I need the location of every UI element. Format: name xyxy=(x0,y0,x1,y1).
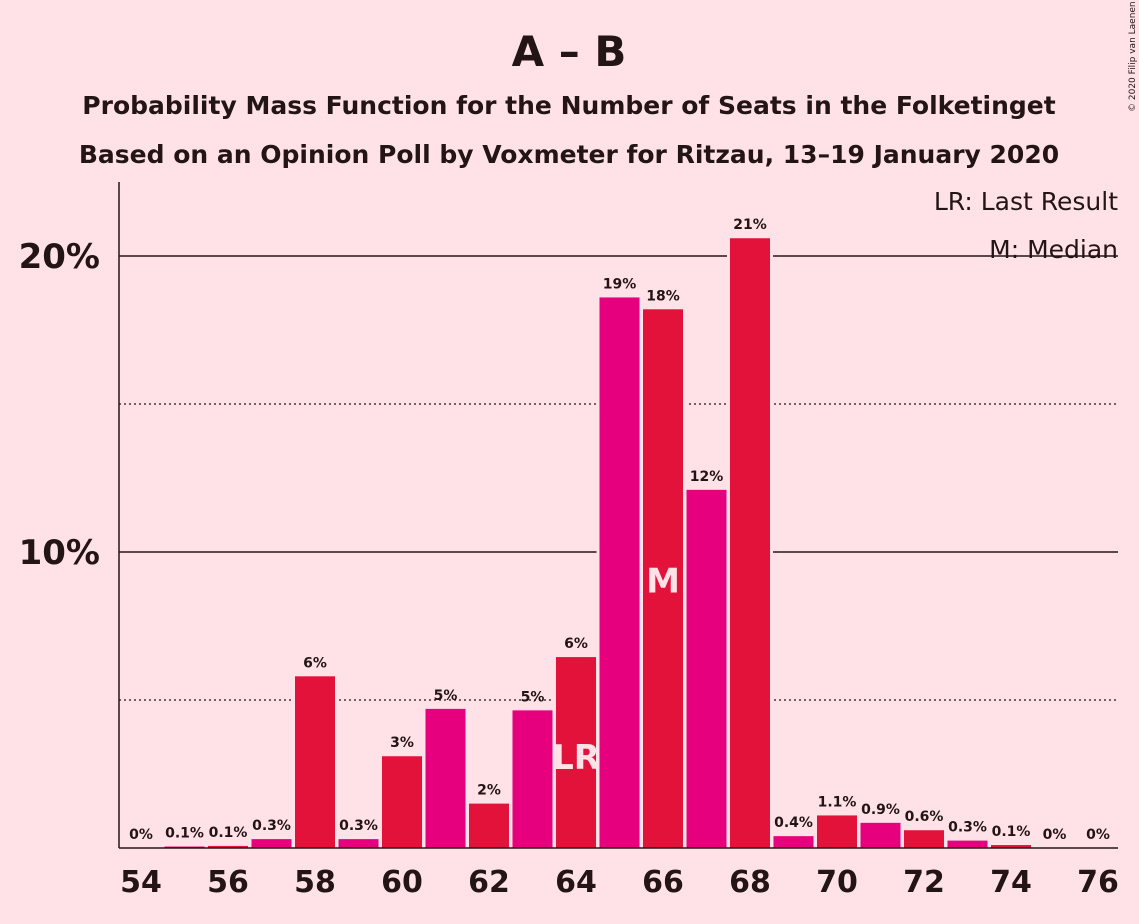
value-label-72: 0.6% xyxy=(905,809,944,825)
x-tick-label-74: 74 xyxy=(990,865,1032,900)
x-tick-label-62: 62 xyxy=(468,865,510,900)
bar-67 xyxy=(686,489,727,848)
value-label-57: 0.3% xyxy=(252,818,291,834)
x-tick-label-66: 66 xyxy=(642,865,684,900)
bar-halo-74 xyxy=(988,842,1034,848)
x-tick-label-70: 70 xyxy=(816,865,858,900)
bar-59 xyxy=(338,839,379,848)
x-tick-label-68: 68 xyxy=(729,865,771,900)
value-label-62: 2% xyxy=(477,783,501,799)
x-tick-label-72: 72 xyxy=(903,865,945,900)
marker-m: M xyxy=(646,561,680,601)
x-tick-label-54: 54 xyxy=(120,865,162,900)
x-tick-label-76: 76 xyxy=(1077,865,1119,900)
value-label-56: 0.1% xyxy=(209,825,248,841)
marker-lr: LR xyxy=(552,738,600,778)
legend-last-result: LR: Last Result xyxy=(934,187,1118,216)
bar-56 xyxy=(208,845,248,848)
bars xyxy=(161,235,1034,849)
value-label-74: 0.1% xyxy=(992,824,1031,840)
value-label-54: 0% xyxy=(129,827,153,843)
chart-subtitle-1: Probability Mass Function for the Number… xyxy=(82,91,1055,120)
value-label-59: 0.3% xyxy=(339,818,378,834)
value-label-71: 0.9% xyxy=(861,802,900,818)
value-label-63: 5% xyxy=(521,689,545,705)
value-label-61: 5% xyxy=(434,688,458,704)
bar-64 xyxy=(556,657,596,848)
bar-71 xyxy=(860,822,901,848)
x-tick-label-64: 64 xyxy=(555,865,597,900)
value-labels: 0% 0.1% 0.1% 0.3%6%0.3%3%5%2%5%6%19%18%12%2… xyxy=(129,217,1110,843)
value-label-58: 6% xyxy=(303,655,327,671)
value-label-75: 0% xyxy=(1043,827,1067,843)
value-label-60: 3% xyxy=(390,735,414,751)
bar-57 xyxy=(251,839,292,848)
bar-63 xyxy=(512,710,553,848)
y-tick-label-20: 20% xyxy=(19,237,100,277)
value-label-68: 21% xyxy=(733,217,767,233)
chart-subtitle-2: Based on an Opinion Poll by Voxmeter for… xyxy=(79,140,1059,169)
bar-70 xyxy=(817,815,857,848)
value-label-55: 0.1% xyxy=(165,826,204,842)
y-tick-label-10: 10% xyxy=(19,533,100,573)
value-label-64: 6% xyxy=(564,636,588,652)
bar-69 xyxy=(773,836,814,848)
axes: 10% 20% 54 56 58 60 62 64 66 68 70 72 74 76 xyxy=(19,182,1119,900)
bar-68 xyxy=(730,238,770,849)
legend-median: M: Median xyxy=(989,235,1118,264)
bar-61 xyxy=(425,708,466,848)
value-label-69: 0.4% xyxy=(774,815,813,831)
bar-66 xyxy=(643,309,683,848)
bar-halo-55 xyxy=(161,843,208,848)
x-tick-label-56: 56 xyxy=(207,865,249,900)
bar-62 xyxy=(469,803,509,848)
value-label-67: 12% xyxy=(690,469,724,485)
x-tick-label-58: 58 xyxy=(294,865,336,900)
bar-74 xyxy=(991,845,1031,848)
bar-72 xyxy=(904,830,944,848)
value-label-65: 19% xyxy=(603,276,637,292)
markers: LR M xyxy=(552,561,680,778)
bar-halo-56 xyxy=(205,842,251,848)
bar-73 xyxy=(947,840,988,848)
copyright-notice: © 2020 Filip van Laenen xyxy=(1128,1,1138,112)
bar-60 xyxy=(382,756,422,848)
value-label-76: 0% xyxy=(1086,827,1110,843)
value-label-73: 0.3% xyxy=(948,820,987,836)
x-tick-label-60: 60 xyxy=(381,865,423,900)
bar-65 xyxy=(599,297,640,848)
chart-title: A – B xyxy=(512,27,627,76)
value-label-70: 1.1% xyxy=(818,794,857,810)
value-label-66: 18% xyxy=(646,288,680,304)
bar-58 xyxy=(295,676,335,848)
